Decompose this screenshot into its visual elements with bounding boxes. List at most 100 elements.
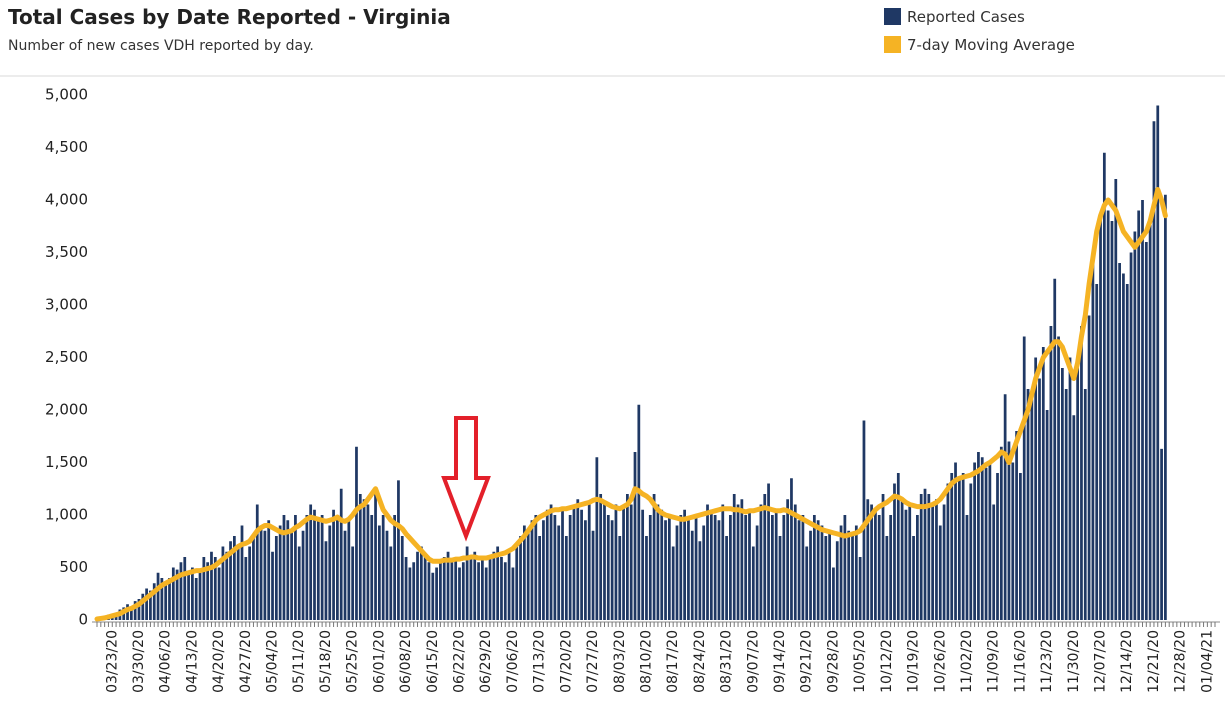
bar	[374, 494, 377, 620]
bar	[183, 557, 187, 620]
bar	[984, 467, 988, 620]
bar	[751, 546, 755, 620]
bar	[1102, 152, 1106, 620]
bar	[828, 530, 831, 620]
bar	[297, 546, 301, 620]
x-tick-label: 10/12/20	[879, 630, 895, 693]
bar	[507, 551, 511, 620]
bar	[965, 515, 969, 620]
bar	[881, 494, 885, 620]
bar	[1064, 389, 1068, 620]
bar	[259, 525, 263, 620]
bar	[301, 530, 305, 620]
bar	[1152, 121, 1156, 620]
bar	[336, 515, 339, 620]
bar	[1057, 336, 1060, 620]
x-tick-label: 12/07/20	[1093, 630, 1109, 693]
bar	[690, 530, 694, 620]
bar	[286, 520, 290, 620]
chart-subtitle: Number of new cases VDH reported by day.	[8, 38, 314, 54]
bar	[469, 557, 473, 620]
bar	[381, 515, 385, 620]
bar	[633, 452, 637, 620]
x-tick-label: 11/02/20	[959, 630, 975, 693]
bar	[912, 536, 915, 620]
bar	[1019, 473, 1022, 620]
bar	[252, 536, 255, 620]
y-tick-label: 1,000	[45, 506, 88, 524]
bar	[637, 404, 641, 620]
bar	[446, 551, 450, 620]
bar	[809, 530, 812, 620]
bar	[545, 509, 549, 620]
bar	[606, 515, 610, 620]
bar	[1030, 399, 1034, 620]
bar	[767, 483, 770, 620]
bar	[656, 504, 660, 620]
bar	[351, 546, 355, 620]
bar	[820, 525, 824, 620]
bar	[412, 562, 416, 620]
bar	[889, 515, 893, 620]
bar	[320, 515, 324, 620]
bar	[824, 536, 828, 620]
bar	[778, 536, 782, 620]
bar	[1087, 315, 1091, 620]
bar	[538, 536, 541, 620]
bar	[389, 546, 393, 620]
bar	[679, 515, 683, 620]
bar	[168, 578, 171, 620]
bar	[133, 601, 137, 620]
bar	[980, 457, 984, 620]
bar	[225, 551, 229, 620]
x-tick-label: 06/15/20	[425, 630, 441, 693]
bar	[171, 567, 175, 620]
bar	[423, 557, 427, 620]
bar	[812, 515, 816, 620]
bar	[221, 546, 225, 620]
bar	[885, 536, 889, 620]
legend-label: 7-day Moving Average	[907, 36, 1075, 54]
x-tick-label: 10/19/20	[906, 630, 922, 693]
bar	[576, 499, 580, 620]
bar	[191, 567, 194, 620]
bar	[1106, 210, 1110, 620]
chart-title: Total Cases by Date Reported - Virginia	[8, 5, 451, 29]
bar	[534, 515, 538, 620]
bar	[1072, 415, 1076, 620]
bar	[496, 546, 500, 620]
bar	[160, 578, 164, 620]
bar	[603, 504, 606, 620]
bar	[805, 546, 809, 620]
bar	[698, 541, 702, 620]
bar	[519, 536, 522, 620]
bar	[1133, 231, 1137, 620]
bar	[916, 515, 919, 620]
legend-swatch	[884, 8, 901, 25]
bar	[355, 446, 358, 620]
x-tick-label: 03/23/20	[104, 630, 120, 693]
bar	[961, 473, 965, 620]
bar	[129, 609, 133, 620]
bar	[664, 520, 667, 620]
bar	[465, 546, 469, 620]
bar	[213, 557, 217, 620]
bar	[366, 504, 370, 620]
bar	[866, 499, 870, 620]
bar	[610, 520, 614, 620]
bar	[687, 520, 690, 620]
annotation-arrow	[441, 416, 491, 542]
bar	[629, 504, 633, 620]
bar	[904, 509, 908, 620]
bar	[797, 520, 801, 620]
bar	[267, 520, 271, 620]
legend-swatch	[884, 36, 901, 53]
x-tick-label: 07/13/20	[532, 630, 548, 693]
y-tick-label: 4,500	[45, 138, 88, 156]
bar	[1011, 462, 1015, 620]
x-tick-label: 04/20/20	[211, 630, 227, 693]
y-tick-label: 2,500	[45, 348, 88, 366]
bar	[1053, 278, 1057, 620]
bar	[194, 578, 198, 620]
